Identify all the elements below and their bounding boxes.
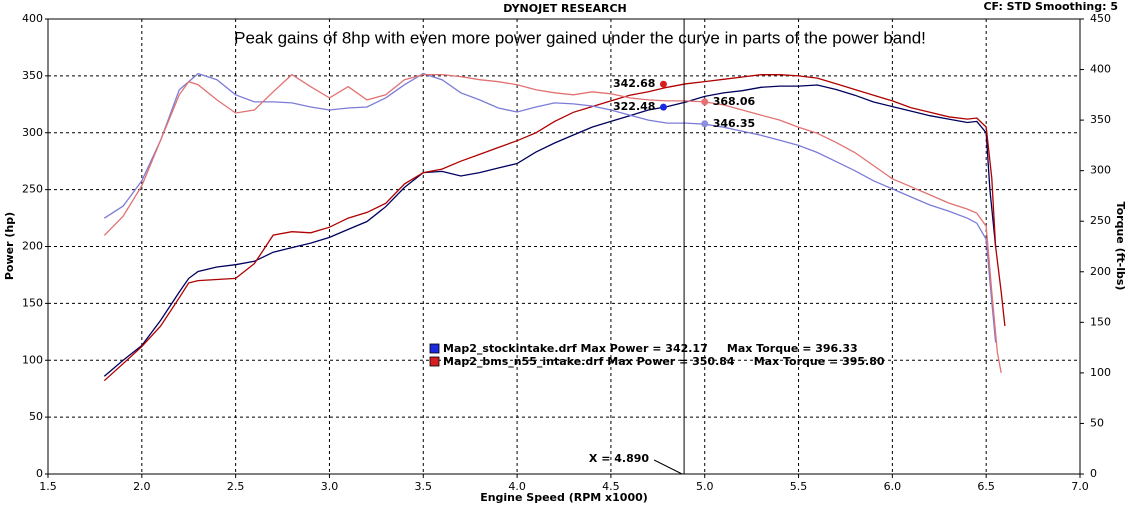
y-axis-label: Power (hp)	[3, 212, 16, 280]
y2-tick-label: 450	[1090, 12, 1111, 25]
marker-label: 322.48	[613, 100, 655, 113]
legend-swatch	[429, 343, 440, 354]
y2-tick-label: 0	[1090, 467, 1097, 480]
x-tick-label: 6.5	[977, 480, 995, 493]
series-line	[103, 74, 1006, 382]
y2-tick-label: 100	[1090, 366, 1111, 379]
series-line	[103, 84, 997, 377]
y-tick-label: 300	[22, 126, 43, 139]
marker-label: 342.68	[613, 77, 655, 90]
x-tick-label: 2.0	[133, 480, 151, 493]
marker	[701, 120, 709, 128]
y2-axis-label: Torque (ft-lbs)	[1114, 202, 1127, 291]
series-line	[103, 72, 997, 343]
y-tick-label: 350	[22, 69, 43, 82]
x-tick-label: 4.0	[508, 480, 526, 493]
x-axis-label: Engine Speed (RPM x1000)	[480, 491, 648, 504]
x-tick-label: 5.0	[696, 480, 714, 493]
y2-tick-label: 150	[1090, 315, 1111, 328]
x-tick-label: 6.0	[884, 480, 902, 493]
y-tick-label: 200	[22, 240, 43, 253]
x-tick-label: 5.5	[790, 480, 808, 493]
y2-tick-label: 400	[1090, 63, 1111, 76]
cursor-leader	[653, 459, 683, 475]
y2-tick-label: 200	[1090, 265, 1111, 278]
x-tick-label: 3.0	[321, 480, 339, 493]
x-tick-label: 7.0	[1071, 480, 1089, 493]
y-tick-label: 0	[36, 467, 43, 480]
marker	[659, 103, 667, 111]
x-tick-label: 2.5	[227, 480, 245, 493]
marker	[659, 80, 667, 88]
x-tick-label: 3.5	[415, 480, 433, 493]
header: DYNOJET RESEARCH	[503, 2, 626, 15]
series-line	[103, 73, 1002, 374]
y-tick-label: 400	[22, 12, 43, 25]
marker-label: 368.06	[713, 95, 756, 108]
legend-label: Map2_bms_n55_intake.drf Max Power = 350.…	[443, 355, 885, 368]
y2-tick-label: 350	[1090, 113, 1111, 126]
y-tick-label: 50	[29, 410, 43, 423]
marker-label: 346.35	[713, 117, 755, 130]
plot-frame	[47, 18, 1081, 475]
legend-swatch	[429, 356, 440, 367]
y-tick-label: 150	[22, 296, 43, 309]
x-tick-label: 4.5	[602, 480, 620, 493]
marker	[701, 98, 709, 106]
y2-tick-label: 250	[1090, 214, 1111, 227]
y2-tick-label: 300	[1090, 164, 1111, 177]
y-tick-label: 100	[22, 353, 43, 366]
y2-tick-label: 50	[1090, 416, 1104, 429]
annotation: Peak gains of 8hp with even more power g…	[234, 28, 926, 47]
x-tick-label: 1.5	[39, 480, 57, 493]
y-tick-label: 250	[22, 183, 43, 196]
cursor-label: X = 4.890	[589, 452, 649, 465]
corner-note: CF: STD Smoothing: 5	[983, 0, 1118, 13]
legend-label: Map2_stockintake.drf Max Power = 342.17 …	[443, 342, 858, 355]
